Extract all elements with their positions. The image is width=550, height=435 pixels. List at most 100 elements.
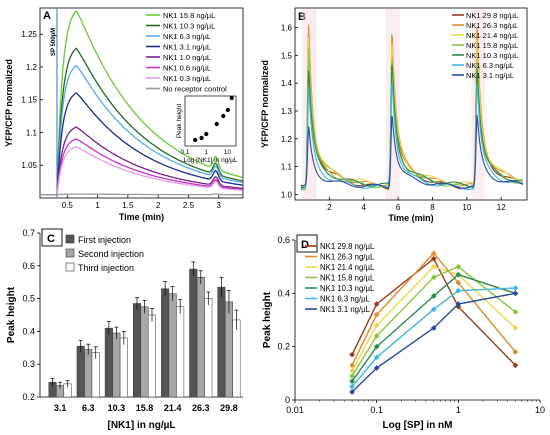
data-point bbox=[373, 343, 380, 350]
data-point bbox=[373, 301, 380, 307]
data-point bbox=[430, 325, 437, 331]
bar bbox=[112, 332, 121, 398]
bar bbox=[161, 288, 170, 398]
panel-a-frame bbox=[39, 7, 244, 199]
x-axis-title: Time (min) bbox=[388, 213, 433, 223]
x-tick-label: 4 bbox=[362, 203, 367, 212]
bar bbox=[204, 298, 213, 398]
inset-x-tick-label: 10 bbox=[224, 149, 232, 156]
legend-entry: NK1 10.3 ng/µL bbox=[320, 284, 375, 293]
panel-d-letter: D bbox=[301, 239, 309, 251]
panel-a-letter: A bbox=[43, 10, 51, 22]
y-tick-label: 1.4 bbox=[281, 79, 293, 88]
legend-entry: NK1 29.8 ng/µL bbox=[466, 11, 518, 20]
inset-x-tick-label: 1 bbox=[204, 149, 208, 156]
data-point bbox=[512, 362, 519, 369]
y-tick-label: 0.6 bbox=[22, 261, 35, 271]
x-tick-label: 1 bbox=[95, 201, 100, 210]
inset-x-tick-label: 0.1 bbox=[180, 149, 189, 156]
data-point bbox=[455, 271, 462, 278]
data-point bbox=[512, 325, 519, 331]
trace-a bbox=[40, 146, 243, 196]
y-axis-title: Peak height bbox=[262, 291, 273, 348]
inset-point bbox=[229, 95, 234, 101]
category-label: 21.4 bbox=[164, 403, 182, 413]
panel-a: ASP 500pM 1.05 1.1 1.15 1.2 1.25 0.5 1 1.5 2 2.5 3 T… bbox=[4, 7, 244, 222]
legend-entry: NK1 3.1 ng/µL bbox=[320, 305, 371, 314]
legend-entry: NK1 29.8 ng/µL bbox=[320, 242, 375, 251]
panel-c-letter-box bbox=[41, 228, 63, 247]
bar bbox=[148, 314, 156, 398]
data-point bbox=[512, 309, 519, 315]
inset-point bbox=[214, 121, 219, 127]
trace-a bbox=[40, 92, 243, 196]
legend-entry: NK1 10.3 ng/µL bbox=[466, 51, 518, 60]
x-tick-label: 10 bbox=[462, 203, 471, 212]
x-axis-title: [NK1] in ng/µL bbox=[108, 420, 176, 431]
legend-entry: Third injection bbox=[78, 263, 134, 273]
bar bbox=[224, 301, 233, 398]
data-point bbox=[455, 301, 462, 307]
trace-a bbox=[40, 193, 243, 196]
data-point bbox=[373, 333, 380, 339]
data-point bbox=[455, 263, 462, 270]
data-point bbox=[349, 373, 355, 379]
category-label: 3.1 bbox=[54, 403, 67, 413]
data-point bbox=[349, 367, 355, 374]
y-tick-label: 1.15 bbox=[21, 96, 37, 105]
panel-b: B 1.0 1.1 1.2 1.3 1.4 1.5 1.6 2 4 6 8 10 12 Time (min)… bbox=[260, 7, 528, 223]
x-tick-label: 0.01 bbox=[286, 405, 304, 415]
stimulus-label: SP 500pM bbox=[51, 28, 57, 56]
inset-point bbox=[193, 137, 198, 143]
y-axis-title: YFP/CFP normalized bbox=[4, 59, 14, 147]
legend-entry: Second injection bbox=[78, 249, 144, 259]
data-point bbox=[455, 279, 462, 286]
data-point bbox=[349, 383, 355, 390]
data-point bbox=[373, 322, 380, 329]
y-tick-label: 1.5 bbox=[281, 51, 293, 60]
panel-d-letter-box bbox=[296, 234, 318, 253]
trace-a bbox=[40, 64, 243, 196]
data-point bbox=[430, 263, 437, 270]
data-point bbox=[512, 285, 519, 291]
inset-y-title: Peak height bbox=[176, 104, 183, 139]
x-axis-title: Log [SP] in nM bbox=[383, 420, 453, 431]
y-tick-label: 0.5 bbox=[22, 294, 35, 304]
bar bbox=[91, 352, 100, 398]
trace-a bbox=[40, 138, 243, 196]
legend-entry: NK1 21.4 ng/µL bbox=[320, 263, 375, 272]
x-tick-label: 2 bbox=[327, 203, 332, 212]
y-tick-label: 1.3 bbox=[281, 107, 293, 116]
x-tick-label: 10 bbox=[535, 405, 545, 415]
category-label: 29.8 bbox=[220, 403, 238, 413]
legend-swatch bbox=[65, 248, 75, 258]
x-tick-label: 0.5 bbox=[62, 201, 74, 210]
y-axis-title: Peak height bbox=[6, 286, 17, 343]
y-tick-label: 1.1 bbox=[281, 163, 293, 172]
legend-entry: NK1 6.3 ng/µL bbox=[320, 295, 371, 304]
inset-x-title: Log [NK1] in ng/µL bbox=[184, 157, 238, 164]
inset-frame bbox=[184, 95, 237, 147]
legend-entry: NK1 15.8 ng/µL bbox=[163, 11, 215, 20]
data-point bbox=[430, 274, 437, 281]
inset-point bbox=[199, 135, 204, 141]
data-point bbox=[430, 255, 437, 262]
x-axis-title: Time (min) bbox=[119, 212, 164, 222]
x-tick-label: 2 bbox=[156, 201, 161, 210]
trace-a bbox=[40, 126, 243, 196]
y-tick-label: 0.4 bbox=[277, 288, 290, 298]
data-point bbox=[373, 354, 380, 361]
legend-swatch bbox=[65, 262, 75, 272]
y-tick-label: 0.4 bbox=[22, 326, 35, 336]
y-tick-label: 1.0 bbox=[281, 190, 293, 199]
legend-entry: NK1 15.8 ng/µL bbox=[320, 274, 375, 283]
legend-entry: NK1 3.1 ng/µL bbox=[466, 71, 514, 80]
y-tick-label: 1.05 bbox=[21, 161, 37, 170]
bar bbox=[176, 306, 185, 398]
y-tick-label: 1.1 bbox=[26, 128, 38, 137]
legend-entry: NK1 15.8 ng/µL bbox=[466, 41, 518, 50]
data-point bbox=[349, 351, 355, 358]
y-tick-label: 0.7 bbox=[22, 228, 35, 238]
legend-entry: NK1 3.1 ng/µL bbox=[163, 43, 211, 52]
data-point bbox=[373, 365, 380, 371]
